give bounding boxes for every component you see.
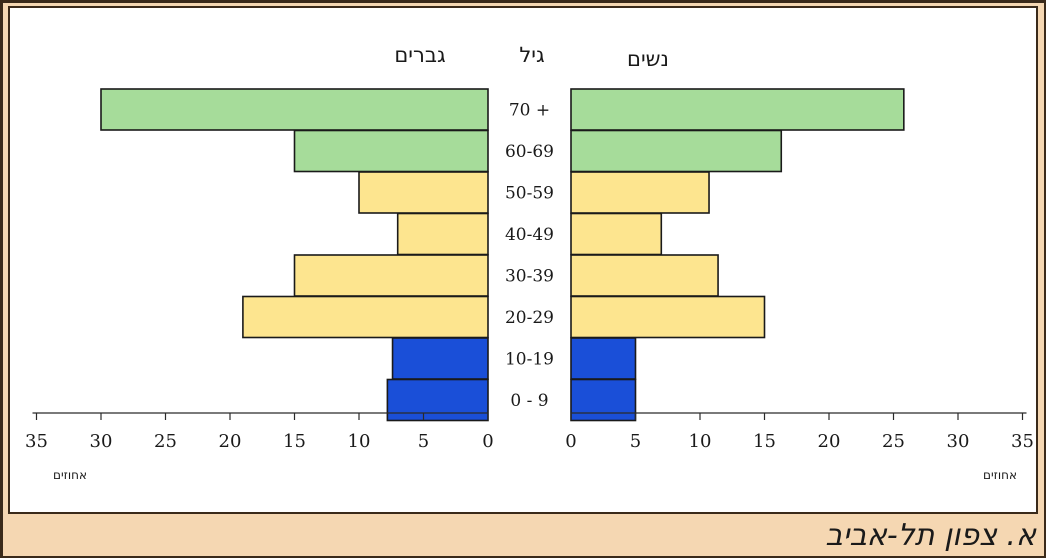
- x-tick-label-right: 20: [818, 431, 841, 452]
- bar-men: [100, 88, 489, 131]
- x-tick-label-left: 35: [25, 431, 48, 452]
- x-tick-label-right: 30: [947, 431, 970, 452]
- x-tick-label-right: 25: [882, 431, 905, 452]
- bar-men: [391, 337, 489, 380]
- age-label: 50-59: [505, 184, 554, 204]
- age-label: 20-29: [505, 308, 554, 328]
- header-women: נשים: [627, 47, 669, 71]
- age-label: 70 +: [509, 101, 550, 121]
- bar-men: [396, 212, 489, 256]
- bars-women: [570, 88, 905, 422]
- bar-women: [570, 254, 719, 297]
- bar-women: [570, 378, 637, 422]
- x-tick-label-left: 30: [90, 431, 113, 452]
- bar-men: [242, 295, 489, 339]
- x-axis-label-left: אחוזים: [53, 468, 87, 482]
- age-label: 40-49: [505, 225, 554, 245]
- bar-men: [358, 171, 489, 214]
- bar-men: [386, 378, 489, 422]
- bar-women: [570, 337, 637, 380]
- header-men: גברים: [394, 43, 446, 67]
- x-tick-label-left: 20: [219, 431, 242, 452]
- bar-women: [570, 212, 663, 256]
- x-tick-label-right: 10: [689, 431, 712, 452]
- bars-men: [100, 88, 489, 422]
- age-labels: 70 + 60-69 50-59 40-49 30-39 20-29 10-19 0 - 9: [505, 101, 554, 412]
- bar-women: [570, 88, 905, 131]
- age-label: 10-19: [505, 350, 554, 370]
- x-tick-label-right: 15: [753, 431, 776, 452]
- chart-panel: גברים גיל נשים 70 + 60-69 50-59 40-49 30-39 2…: [8, 6, 1038, 514]
- header-age: גיל: [519, 43, 545, 67]
- x-tick-label-right: 35: [1011, 431, 1034, 452]
- bar-men: [293, 129, 489, 173]
- x-tick-label-right: 0: [565, 431, 576, 452]
- population-pyramid-chart: גברים גיל נשים 70 + 60-69 50-59 40-49 30-39 2…: [25, 43, 1034, 482]
- x-axis-ticks: 0 0 5 5 10 10 15 15 20 20 25 25 30 30 35 35: [25, 413, 1034, 452]
- x-axis-label-right: אחוזים: [983, 468, 1017, 482]
- x-tick-label-left: 5: [418, 431, 429, 452]
- x-tick-label-left: 25: [154, 431, 177, 452]
- age-label: 30-39: [505, 267, 554, 287]
- bar-men: [293, 254, 489, 297]
- bar-women: [570, 171, 710, 214]
- chart-caption: א. צפון תל-אביב: [825, 518, 1036, 553]
- age-label: 0 - 9: [510, 391, 548, 411]
- x-tick-label-right: 5: [630, 431, 641, 452]
- x-tick-label-left: 10: [348, 431, 371, 452]
- bar-women: [570, 295, 766, 339]
- x-tick-label-left: 15: [283, 431, 306, 452]
- age-label: 60-69: [505, 142, 554, 162]
- x-tick-label-left: 0: [482, 431, 493, 452]
- bar-women: [570, 129, 783, 173]
